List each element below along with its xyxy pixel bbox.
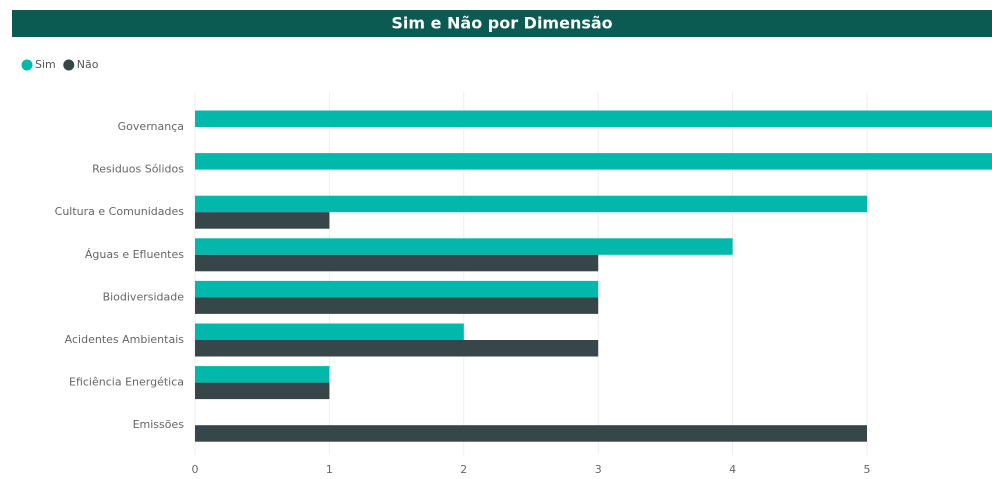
bar — [195, 238, 733, 255]
y-tick-label: Cultura e Comunidades — [55, 205, 185, 218]
bar — [195, 280, 599, 298]
bar — [195, 212, 330, 229]
y-tick-label: Águas e Efluentes — [85, 248, 184, 261]
title-bar — [12, 10, 992, 37]
y-tick-label: Acidentes Ambientais — [65, 333, 185, 346]
y-tick-label: Residuos Sólidos — [92, 163, 184, 176]
bar — [195, 254, 599, 272]
bar — [195, 195, 867, 213]
bar — [195, 323, 464, 340]
bar — [195, 425, 867, 442]
x-tick-label: 2 — [460, 463, 467, 476]
y-tick-label: Eficiência Energética — [69, 376, 184, 389]
bar — [195, 110, 992, 127]
x-tick-label: 5 — [864, 463, 871, 476]
y-tick-label: Emissões — [133, 418, 185, 431]
bar — [195, 297, 599, 314]
bar — [195, 382, 330, 400]
bar — [195, 153, 992, 170]
bar — [195, 340, 599, 357]
chart-title: Sim e Não por Dimensão — [391, 14, 612, 33]
x-tick-label: 3 — [595, 463, 602, 476]
x-tick-label: 1 — [326, 463, 333, 476]
x-tick-label: 4 — [729, 463, 736, 476]
bar — [195, 366, 330, 383]
legend-swatch — [63, 59, 75, 71]
y-tick-label: Governança — [118, 120, 184, 133]
y-tick-label: Biodiversidade — [103, 290, 185, 303]
legend-swatch — [21, 59, 33, 71]
legend-label: Não — [77, 58, 99, 71]
legend-label: Sim — [35, 58, 56, 71]
x-tick-label: 0 — [192, 463, 199, 476]
